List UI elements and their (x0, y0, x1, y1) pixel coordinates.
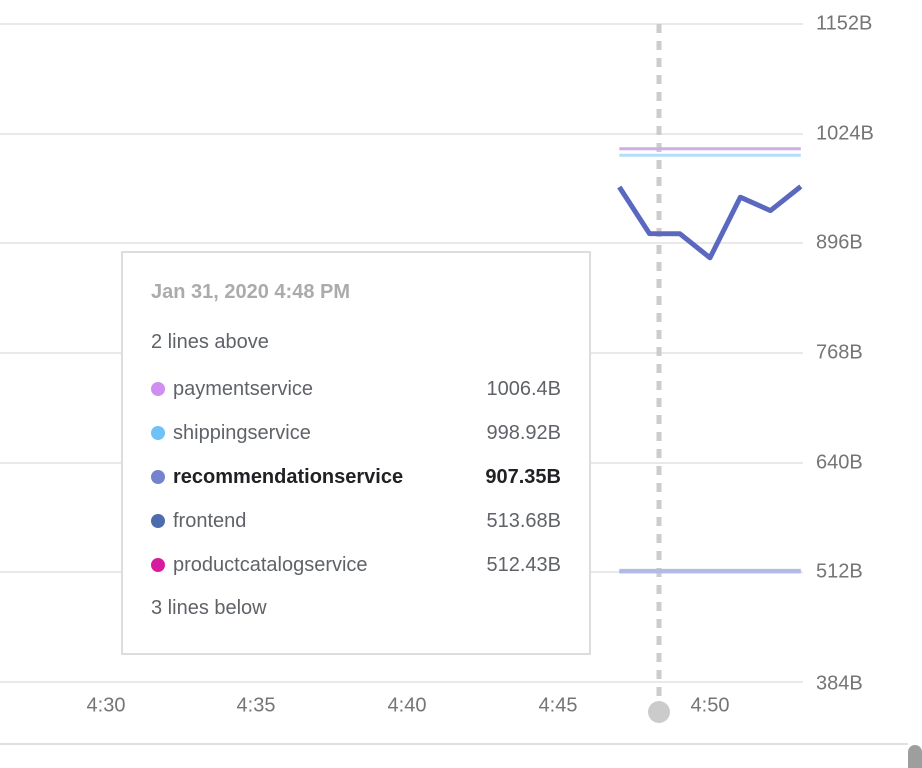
series-color-dot (151, 426, 165, 440)
tooltip-rows: paymentservice 1006.4B shippingservice 9… (151, 367, 561, 587)
series-label: paymentservice (173, 377, 314, 400)
x-axis-tick-label: 4:50 (690, 694, 730, 717)
tooltip-row-paymentservice: paymentservice 1006.4B (151, 367, 561, 411)
tooltip-row-frontend: frontend 513.68B (151, 499, 561, 543)
gridline (0, 23, 803, 25)
series-color-dot (151, 470, 165, 484)
chart-tooltip: Jan 31, 2020 4:48 PM 2 lines above payme… (121, 251, 591, 655)
line-recommendationservice (617, 184, 803, 261)
gridline (0, 242, 803, 244)
x-axis-tick-label: 4:30 (86, 694, 126, 717)
series-value: 513.68B (486, 509, 561, 532)
gridline (0, 681, 803, 683)
tooltip-row-productcatalogservice: productcatalogservice 512.43B (151, 543, 561, 587)
series-color-dot (151, 558, 165, 572)
y-axis-tick-label: 896B (816, 231, 863, 254)
series-value: 998.92B (486, 421, 561, 444)
x-axis-tick-label: 4:35 (236, 694, 276, 717)
series-label: shippingservice (173, 421, 311, 444)
tooltip-timestamp: Jan 31, 2020 4:48 PM (151, 281, 351, 303)
tooltip-row-shippingservice: shippingservice 998.92B (151, 411, 561, 455)
series-color-dot (151, 514, 165, 528)
series-value: 907.35B (485, 465, 561, 488)
y-axis-tick-label: 512B (816, 560, 863, 583)
series-value: 512.43B (486, 553, 561, 576)
y-axis-tick-label: 768B (816, 341, 863, 364)
crosshair-axis-dot (648, 701, 670, 723)
tooltip-lines-below: 3 lines below (151, 597, 267, 619)
tooltip-lines-above: 2 lines above (151, 331, 269, 353)
gridline (0, 133, 803, 135)
tooltip-row-recommendationservice: recommendationservice 907.35B (151, 455, 561, 499)
x-axis-tick-label: 4:40 (387, 694, 427, 717)
y-axis-tick-label: 384B (816, 672, 863, 695)
x-axis-tick-label: 4:45 (538, 694, 578, 717)
series-value: 1006.4B (486, 377, 561, 400)
series-label: recommendationservice (173, 465, 404, 488)
panel-bottom-border (0, 743, 908, 745)
y-axis-tick-label: 1152B (816, 12, 873, 35)
y-axis-tick-label: 1024B (816, 122, 874, 145)
vertical-scrollbar-thumb[interactable] (908, 745, 922, 768)
y-axis-tick-label: 640B (816, 451, 863, 474)
series-label: productcatalogservice (173, 553, 368, 576)
series-color-dot (151, 382, 165, 396)
series-label: frontend (173, 509, 247, 532)
